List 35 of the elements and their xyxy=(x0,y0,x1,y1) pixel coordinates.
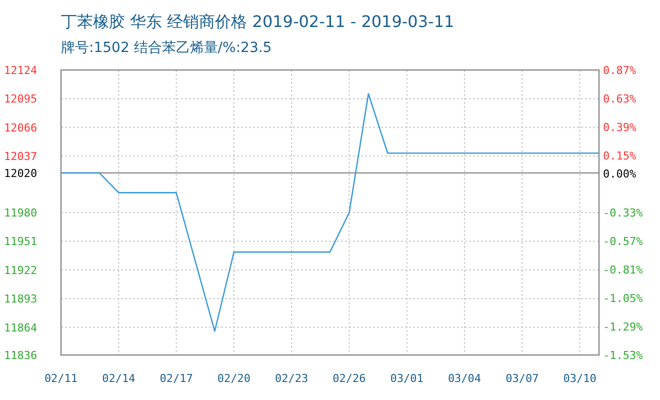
y-tick-label: 12037 xyxy=(4,150,38,164)
x-tick-label: 02/14 xyxy=(102,372,136,385)
x-tick-label: 02/20 xyxy=(217,372,250,385)
y2-tick-label: 0.15% xyxy=(603,150,636,162)
x-tick-label: 02/17 xyxy=(160,372,193,385)
x-tick-label: 03/04 xyxy=(448,372,482,385)
y2-tick-label: 0.39% xyxy=(603,121,636,134)
y-tick-label: 11951 xyxy=(4,235,38,248)
chart-subtitle: 牌号:1502 结合苯乙烯量/%:23.5 xyxy=(61,40,272,56)
y-tick-label: 11922 xyxy=(4,264,38,277)
y-tick-label: 12066 xyxy=(4,121,38,134)
x-tick-label: 02/26 xyxy=(332,372,366,385)
y-tick-label: 11836 xyxy=(4,349,38,362)
y2-tick-label: -1.53% xyxy=(603,349,644,362)
line-series xyxy=(60,93,600,332)
y2-tick-label: 0.00% xyxy=(603,167,636,180)
y2-tick-label: 0.63% xyxy=(603,92,636,106)
x-tick-label: 02/11 xyxy=(44,372,78,385)
y-tick-label: 12020 xyxy=(4,166,38,180)
y-tick-label: 11864 xyxy=(4,321,38,334)
y2-tick-label: -0.33% xyxy=(603,206,644,220)
y2-tick-label: -1.29% xyxy=(603,320,644,334)
x-tick-label: 03/07 xyxy=(506,372,539,385)
x-tick-label: 03/01 xyxy=(390,372,424,385)
y2-tick-label: -1.05% xyxy=(603,292,644,305)
chart-title: 丁苯橡胶 华东 经销商价格 2019-02-11 - 2019-03-11 xyxy=(61,12,454,31)
y2-tick-label: 0.87% xyxy=(603,64,636,77)
x-tick-label: 02/23 xyxy=(275,372,308,385)
x-tick-label: 03/10 xyxy=(563,372,596,385)
y2-tick-label: -0.81% xyxy=(603,264,644,276)
y-tick-label: 11893 xyxy=(4,292,38,306)
y-tick-label: 12124 xyxy=(4,64,38,77)
y2-tick-label: -0.57% xyxy=(603,235,644,248)
y-tick-label: 11980 xyxy=(4,206,38,220)
y-tick-label: 12095 xyxy=(4,92,38,106)
